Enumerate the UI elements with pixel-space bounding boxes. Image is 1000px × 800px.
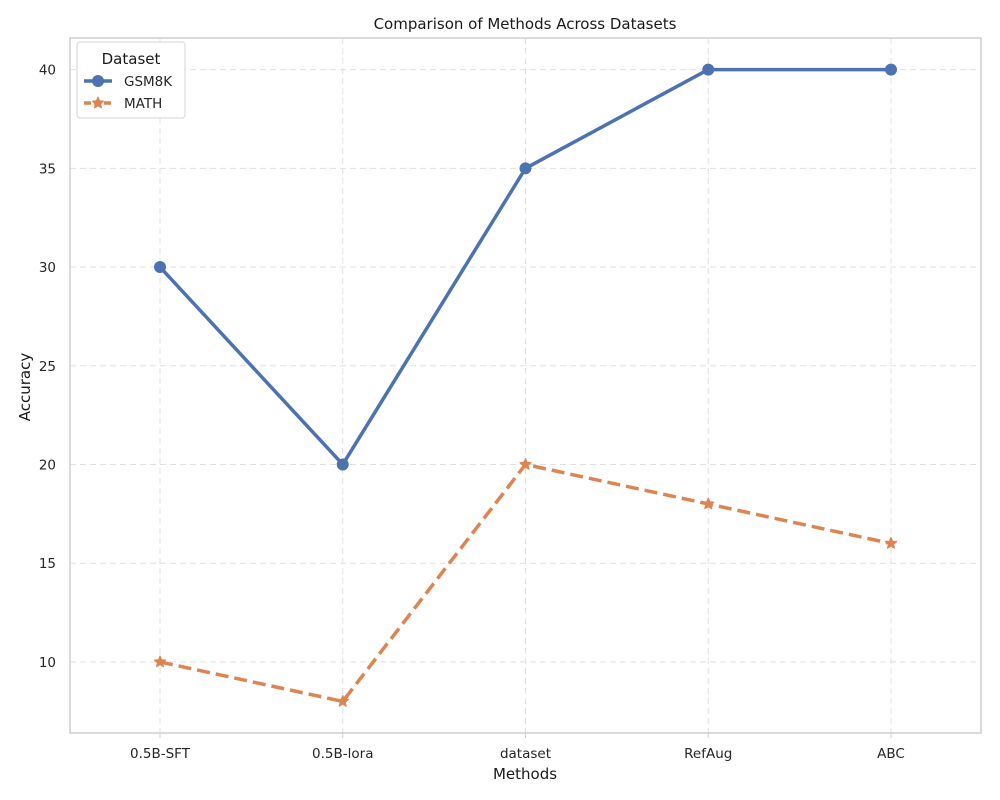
x-tick-label: 0.5B-lora: [312, 746, 373, 762]
y-tick-label: 15: [39, 556, 56, 572]
y-tick-label: 25: [39, 359, 56, 375]
legend-label: GSM8K: [124, 74, 173, 90]
legend-entry-gsm8k: GSM8K: [84, 74, 173, 90]
legend-swatch-marker: [92, 75, 104, 87]
legend-box: [76, 41, 186, 119]
legend-swatch-marker: [91, 96, 105, 109]
data-point-gsm8k: [336, 458, 349, 471]
data-point-gsm8k: [885, 63, 897, 76]
y-tick-label: 30: [39, 260, 56, 276]
y-tick-label: 35: [39, 161, 56, 177]
series-math: [153, 458, 898, 707]
y-tick-label: 40: [39, 63, 56, 79]
data-point-gsm8k: [519, 162, 532, 175]
data-point-math: [519, 458, 532, 470]
series: [153, 63, 898, 707]
y-axis-label: Accuracy: [16, 353, 34, 422]
x-tick-label: 0.5B-SFT: [130, 746, 191, 762]
data-point-math: [336, 695, 349, 707]
data-point-math: [153, 655, 167, 668]
plot-frame: [69, 37, 982, 734]
y-tick-label: 10: [39, 655, 56, 671]
series-gsm8k: [154, 63, 897, 471]
legend-title: Dataset: [102, 50, 161, 68]
data-point-gsm8k: [154, 261, 166, 274]
legend-entries: GSM8K MATH: [84, 74, 173, 112]
x-axis-label: Methods: [493, 765, 557, 783]
grid: [70, 38, 981, 733]
legend: Dataset GSM8K MATH: [76, 41, 186, 119]
data-point-math: [884, 537, 898, 549]
y-tick-label: 20: [39, 457, 56, 473]
chart-title: Comparison of Methods Across Datasets: [374, 15, 677, 33]
axes: 0.5B-SFT 0.5B-lora dataset RefAug ABC 10 15 20 2…: [39, 37, 982, 762]
legend-entry-math: MATH: [84, 96, 162, 112]
legend-label: MATH: [124, 96, 162, 112]
data-point-gsm8k: [702, 63, 715, 76]
x-tick-label: ABC: [877, 746, 905, 762]
x-tick-label: RefAug: [684, 746, 732, 762]
x-tick-label: dataset: [500, 746, 551, 762]
data-point-math: [702, 497, 715, 510]
